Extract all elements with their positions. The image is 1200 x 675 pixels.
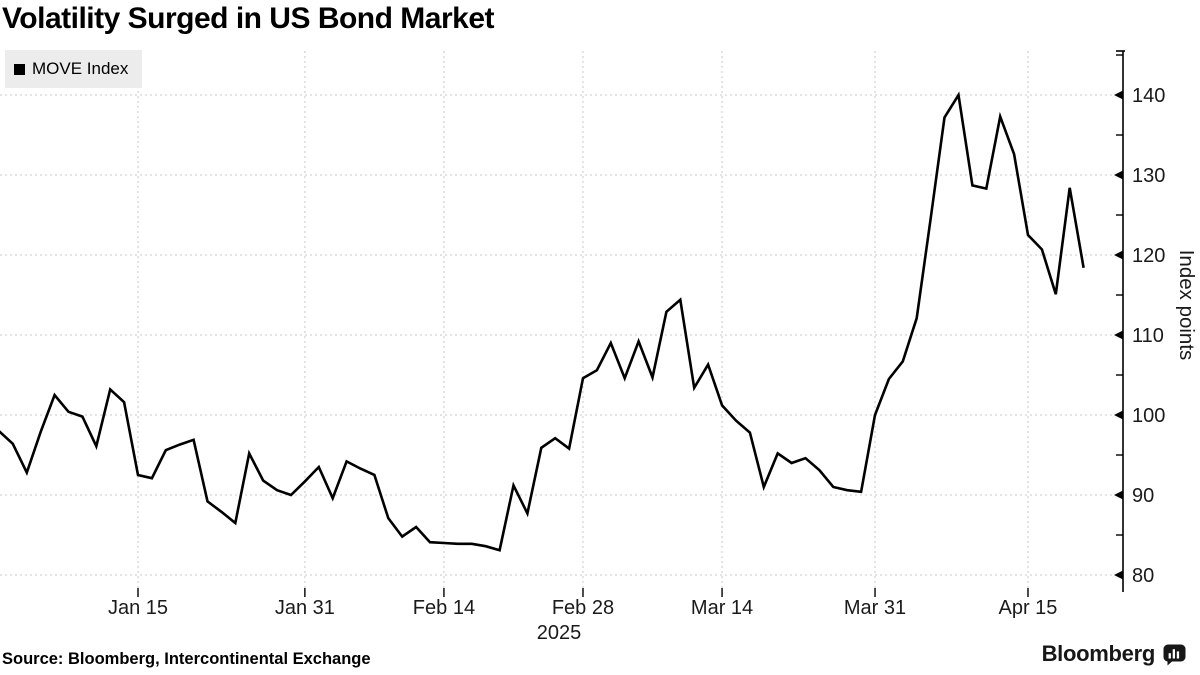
y-major-tick-arrow	[1114, 570, 1123, 580]
legend-label: MOVE Index	[32, 59, 129, 78]
bloomberg-logo-text: Bloomberg	[1041, 641, 1156, 666]
source-text: Source: Bloomberg, Intercontinental Exch…	[2, 650, 371, 668]
y-tick-label: 130	[1132, 165, 1165, 187]
x-tick-label: Feb 14	[413, 597, 475, 619]
y-tick-label: 110	[1132, 325, 1164, 347]
y-major-tick-arrow	[1114, 170, 1123, 180]
x-tick-label: Apr 15	[999, 597, 1058, 619]
legend-swatch-icon	[14, 63, 25, 75]
x-tick-label: Mar 31	[844, 597, 906, 619]
y-major-tick-arrow	[1114, 330, 1123, 340]
x-tick-label: Jan 31	[275, 597, 335, 619]
y-tick-label: 90	[1132, 485, 1154, 507]
y-tick-label: 80	[1132, 565, 1154, 587]
x-tick-label: Feb 28	[552, 597, 614, 619]
chart-title: Volatility Surged in US Bond Market	[2, 2, 495, 35]
y-major-tick-arrow	[1114, 410, 1123, 420]
bloomberg-logo: Bloomberg	[1042, 641, 1186, 667]
y-tick-label: 140	[1132, 85, 1165, 107]
y-axis-title: Index points	[1175, 250, 1198, 361]
x-axis-year-label: 2025	[537, 622, 582, 644]
legend: MOVE Index	[5, 50, 143, 88]
y-major-tick-arrow	[1114, 90, 1123, 100]
bar-chart-bubble-icon	[1163, 644, 1186, 665]
y-tick-label: 100	[1132, 405, 1165, 427]
x-tick-label: Jan 15	[108, 597, 168, 619]
x-tick-label: Mar 14	[691, 597, 753, 619]
y-major-tick-arrow	[1114, 490, 1123, 500]
move-index-line	[0, 91, 1085, 552]
y-major-tick-arrow	[1114, 250, 1123, 260]
y-tick-label: 120	[1132, 245, 1165, 267]
